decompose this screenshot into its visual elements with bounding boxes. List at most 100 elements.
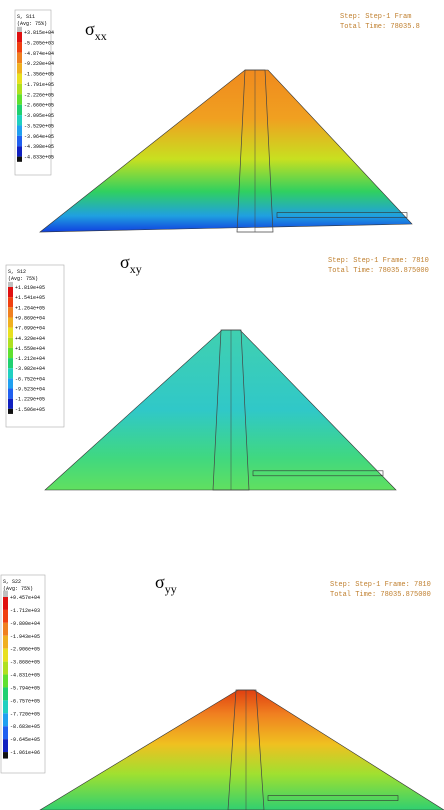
legend-swatch bbox=[8, 317, 13, 327]
legend-value: -7.720e+05 bbox=[10, 711, 40, 717]
legend-swatch bbox=[3, 675, 8, 688]
dam-body bbox=[45, 330, 396, 490]
time-info: Total Time: 78035.8 bbox=[340, 23, 420, 31]
legend-swatch bbox=[17, 53, 22, 63]
legend-swatch bbox=[8, 389, 13, 399]
stress-symbol: σxy bbox=[120, 252, 142, 276]
legend-swatch bbox=[8, 409, 13, 414]
legend-value: +1.541e+05 bbox=[15, 295, 45, 301]
step-info: Step: Step-1 Frame: 7810 bbox=[330, 581, 431, 589]
legend-swatch bbox=[17, 115, 22, 125]
legend-swatch bbox=[17, 125, 22, 135]
legend-value: -9.220e+04 bbox=[24, 61, 54, 67]
panel: S, S12(Avg: 75%) +1.819e+05 +1.541e+05 +1.2… bbox=[6, 252, 429, 490]
legend-swatch bbox=[17, 146, 22, 156]
legend-swatch bbox=[17, 32, 22, 42]
legend-swatch bbox=[17, 27, 22, 32]
legend-swatch bbox=[8, 287, 13, 297]
legend-swatch bbox=[3, 726, 8, 739]
legend-swatch bbox=[3, 597, 8, 610]
legend-value: -1.061e+06 bbox=[10, 750, 40, 756]
legend-value: -4.833e+05 bbox=[24, 155, 54, 161]
legend-value: -5.205e+03 bbox=[24, 40, 54, 46]
legend-value: -2.660e+05 bbox=[24, 103, 54, 109]
stress-symbol: σyy bbox=[155, 572, 177, 596]
legend-value: -3.868e+05 bbox=[10, 660, 40, 666]
legend-value: -6.757e+05 bbox=[10, 698, 40, 704]
legend-value: -6.752e+04 bbox=[15, 376, 45, 382]
legend-value: -3.982e+04 bbox=[15, 366, 45, 372]
legend-value: +4.329e+04 bbox=[15, 336, 45, 342]
panel: S, S11(Avg: 75%) +3.815e+04 -5.205e+03 -4.8… bbox=[15, 10, 420, 232]
legend-title: S, S22 bbox=[3, 579, 21, 585]
legend-value: -3.095e+05 bbox=[24, 113, 54, 119]
legend-swatch bbox=[17, 157, 22, 162]
figure: S, S11(Avg: 75%)+3.815e+04-5.205e+03-4.8… bbox=[0, 0, 444, 810]
legend-avg: (Avg: 75%) bbox=[17, 21, 47, 27]
legend-swatch bbox=[17, 63, 22, 73]
legend-swatch bbox=[3, 687, 8, 700]
legend-value: -3.529e+05 bbox=[24, 123, 54, 129]
legend-title: S, S11 bbox=[17, 14, 35, 20]
legend-value: -2.906e+05 bbox=[10, 647, 40, 653]
legend-swatch bbox=[8, 297, 13, 307]
legend-value: -9.523e+04 bbox=[15, 387, 45, 393]
legend-value: -1.506e+05 bbox=[15, 407, 45, 413]
legend-avg: (Avg: 75%) bbox=[8, 276, 38, 282]
legend-value: +3.815e+04 bbox=[24, 30, 54, 36]
legend-swatch bbox=[17, 84, 22, 94]
legend-swatch bbox=[3, 610, 8, 623]
legend-value: -1.791e+05 bbox=[24, 82, 54, 88]
legend-swatch bbox=[17, 42, 22, 52]
step-info: Step: Step-1 Frame: 7810 bbox=[328, 257, 429, 265]
legend-swatch bbox=[3, 623, 8, 636]
legend-swatch bbox=[8, 307, 13, 317]
legend-swatch bbox=[3, 700, 8, 713]
legend-value: -4.831e+05 bbox=[10, 673, 40, 679]
legend-title: S, S12 bbox=[8, 269, 26, 275]
legend-swatch bbox=[17, 105, 22, 115]
legend-value: +1.559e+04 bbox=[15, 346, 45, 352]
legend-value: -1.229e+05 bbox=[15, 397, 45, 403]
step-info: Step: Step-1 Fram bbox=[340, 13, 411, 21]
legend-value: -5.794e+05 bbox=[10, 685, 40, 691]
legend-swatch bbox=[3, 752, 8, 758]
legend-swatch bbox=[17, 136, 22, 146]
legend-swatch bbox=[17, 74, 22, 84]
legend-value: -4.398e+05 bbox=[24, 144, 54, 150]
legend-value: -8.683e+05 bbox=[10, 724, 40, 730]
legend-value: -1.943e+05 bbox=[10, 634, 40, 640]
legend-swatch bbox=[17, 94, 22, 104]
legend-value: -1.712e+03 bbox=[10, 608, 40, 614]
legend-swatch bbox=[8, 368, 13, 378]
stress-subscript: xx bbox=[95, 29, 107, 43]
panel: S, S22(Avg: 75%)+9.457e+04-1.712e+03-9.8… bbox=[1, 572, 444, 810]
legend-value: -1.356e+05 bbox=[24, 72, 54, 78]
legend-value: +1.264e+05 bbox=[15, 305, 45, 311]
legend-swatch bbox=[3, 591, 8, 597]
legend-value: +1.819e+05 bbox=[15, 285, 45, 291]
dam-body bbox=[40, 690, 444, 810]
legend-value: -3.964e+05 bbox=[24, 134, 54, 140]
legend-value: +7.099e+04 bbox=[15, 326, 45, 332]
legend-value: -4.874e+04 bbox=[24, 51, 54, 57]
legend-swatch bbox=[8, 282, 13, 287]
legend-swatch bbox=[3, 662, 8, 675]
legend-value: +9.869e+04 bbox=[15, 315, 45, 321]
legend-value: -2.226e+05 bbox=[24, 92, 54, 98]
legend-value: -1.212e+04 bbox=[15, 356, 45, 362]
legend-value: +9.457e+04 bbox=[10, 595, 40, 601]
legend-swatch bbox=[3, 649, 8, 662]
legend-value: -9.800e+04 bbox=[10, 621, 40, 627]
legend-swatch bbox=[8, 399, 13, 409]
legend-swatch bbox=[3, 713, 8, 726]
legend-swatch bbox=[3, 636, 8, 649]
stress-symbol: σxx bbox=[85, 19, 107, 43]
legend-value: -9.645e+05 bbox=[10, 737, 40, 743]
legend-swatch bbox=[3, 739, 8, 752]
legend-swatch bbox=[8, 348, 13, 358]
time-info: Total Time: 78035.875000 bbox=[330, 591, 431, 599]
dam-body bbox=[40, 70, 412, 232]
stress-subscript: yy bbox=[165, 582, 177, 596]
stress-subscript: xy bbox=[130, 262, 142, 276]
